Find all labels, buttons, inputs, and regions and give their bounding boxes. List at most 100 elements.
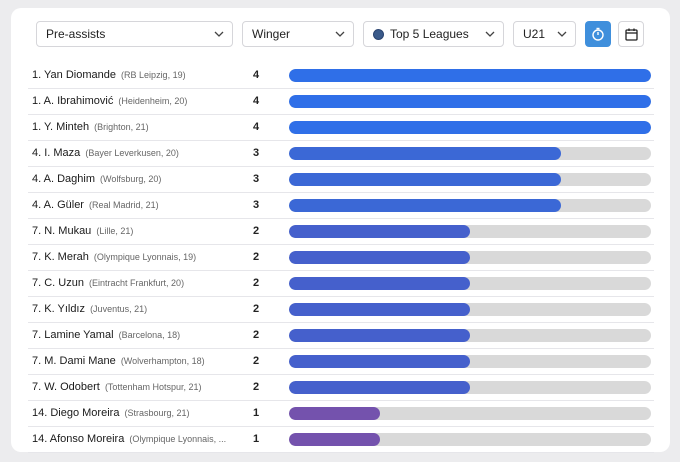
- player-name: 1. Y. Minteh (Brighton, 21): [32, 115, 232, 140]
- ranking-row[interactable]: 7. M. Dami Mane (Wolverhampton, 18) 2: [28, 349, 654, 375]
- player-name-text: 7. M. Dami Mane: [32, 355, 116, 367]
- player-name: 1. A. Ibrahimović (Heidenheim, 20): [32, 89, 232, 114]
- stat-value: 4: [252, 69, 260, 81]
- player-name: 7. C. Uzun (Eintracht Frankfurt, 20): [32, 271, 232, 296]
- stat-value: 2: [252, 355, 260, 367]
- bar-track: [289, 355, 651, 368]
- ranking-row[interactable]: 7. Lamine Yamal (Barcelona, 18) 2: [28, 323, 654, 349]
- bar-track: [289, 381, 651, 394]
- bar-fill: [289, 355, 470, 368]
- ranking-row[interactable]: 7. K. Yıldız (Juventus, 21) 2: [28, 297, 654, 323]
- player-name-text: 14. Diego Moreira: [32, 407, 120, 419]
- ranking-row[interactable]: 4. A. Daghim (Wolfsburg, 20) 3: [28, 167, 654, 193]
- ranking-row[interactable]: 1. A. Ibrahimović (Heidenheim, 20) 4: [28, 89, 654, 115]
- bar-fill: [289, 147, 561, 160]
- bar-track: [289, 199, 651, 212]
- chevron-down-icon: [335, 31, 345, 37]
- ranking-list: 1. Yan Diomande (RB Leipzig, 19) 4 1. A. I…: [28, 63, 654, 453]
- stat-value: 1: [252, 433, 260, 445]
- player-name-text: 7. Lamine Yamal: [32, 329, 114, 341]
- player-name-text: 14. Afonso Moreira: [32, 433, 125, 445]
- bar-fill: [289, 251, 470, 264]
- ranking-row[interactable]: 1. Y. Minteh (Brighton, 21) 4: [28, 115, 654, 141]
- stat-value: 3: [252, 173, 260, 185]
- ranking-row[interactable]: 7. C. Uzun (Eintracht Frankfurt, 20) 2: [28, 271, 654, 297]
- stat-value: 3: [252, 199, 260, 211]
- player-name: 7. K. Merah (Olympique Lyonnais, 19): [32, 245, 232, 270]
- player-club: (Wolfsburg, 20): [100, 174, 162, 184]
- player-name-text: 4. A. Güler: [32, 199, 84, 211]
- stat-value: 2: [252, 303, 260, 315]
- stat-value: 2: [252, 381, 260, 393]
- bar-fill: [289, 433, 380, 446]
- player-name: 1. Yan Diomande (RB Leipzig, 19): [32, 63, 232, 88]
- stat-value: 2: [252, 277, 260, 289]
- player-name-text: 1. A. Ibrahimović: [32, 95, 114, 107]
- player-name: 14. Diego Moreira (Strasbourg, 21): [32, 401, 232, 426]
- bar-track: [289, 303, 651, 316]
- stat-value: 2: [252, 329, 260, 341]
- player-club: (Brighton, 21): [94, 122, 149, 132]
- stopwatch-icon: [592, 27, 604, 41]
- bar-track: [289, 69, 651, 82]
- age-select[interactable]: U21: [513, 21, 576, 47]
- globe-icon: [373, 29, 384, 40]
- player-club: (Olympique Lyonnais, ...: [129, 434, 227, 444]
- ranking-card: Pre-assists Winger Top 5 Leagues U21: [11, 8, 670, 453]
- player-club: (Juventus, 21): [90, 304, 148, 314]
- player-club: (RB Leipzig, 19): [121, 70, 186, 80]
- bar-fill: [289, 381, 470, 394]
- stat-value: 4: [252, 121, 260, 133]
- calendar-button[interactable]: [618, 21, 644, 47]
- calendar-icon: [624, 28, 638, 41]
- player-name-text: 7. N. Mukau: [32, 225, 92, 237]
- chevron-down-icon: [214, 31, 224, 37]
- bar-fill: [289, 407, 380, 420]
- player-name: 7. M. Dami Mane (Wolverhampton, 18): [32, 349, 232, 374]
- competition-select[interactable]: Top 5 Leagues: [363, 21, 504, 47]
- ranking-row[interactable]: 1. Yan Diomande (RB Leipzig, 19) 4: [28, 63, 654, 89]
- bar-fill: [289, 225, 470, 238]
- bar-track: [289, 329, 651, 342]
- player-name-text: 4. I. Maza: [32, 147, 81, 159]
- player-name: 4. A. Daghim (Wolfsburg, 20): [32, 167, 232, 192]
- bar-track: [289, 147, 651, 160]
- player-club: (Lille, 21): [96, 226, 134, 236]
- chevron-down-icon: [485, 31, 495, 37]
- player-name: 7. W. Odobert (Tottenham Hotspur, 21): [32, 375, 232, 400]
- player-name: 4. A. Güler (Real Madrid, 21): [32, 193, 232, 218]
- position-select-value: Winger: [252, 27, 291, 41]
- stat-select[interactable]: Pre-assists: [36, 21, 233, 47]
- stat-value: 1: [252, 407, 260, 419]
- player-club: (Wolverhampton, 18): [120, 356, 205, 366]
- player-name: 14. Afonso Moreira (Olympique Lyonnais, …: [32, 427, 232, 452]
- bar-track: [289, 433, 651, 446]
- ranking-row[interactable]: 7. K. Merah (Olympique Lyonnais, 19) 2: [28, 245, 654, 271]
- player-club: (Strasbourg, 21): [124, 408, 190, 418]
- player-club: (Heidenheim, 20): [118, 96, 188, 106]
- player-club: (Real Madrid, 21): [89, 200, 159, 210]
- bar-track: [289, 251, 651, 264]
- ranking-row[interactable]: 4. A. Güler (Real Madrid, 21) 3: [28, 193, 654, 219]
- ranking-row[interactable]: 14. Afonso Moreira (Olympique Lyonnais, …: [28, 427, 654, 453]
- ranking-row[interactable]: 14. Diego Moreira (Strasbourg, 21) 1: [28, 401, 654, 427]
- bar-track: [289, 407, 651, 420]
- bar-fill: [289, 95, 651, 108]
- stopwatch-button[interactable]: [585, 21, 611, 47]
- player-name: 7. K. Yıldız (Juventus, 21): [32, 297, 232, 322]
- player-name-text: 7. C. Uzun: [32, 277, 84, 289]
- player-name-text: 1. Yan Diomande: [32, 69, 116, 81]
- chevron-down-icon: [557, 31, 567, 37]
- bar-track: [289, 95, 651, 108]
- player-name: 7. N. Mukau (Lille, 21): [32, 219, 232, 244]
- player-club: (Olympique Lyonnais, 19): [93, 252, 197, 262]
- bar-track: [289, 225, 651, 238]
- player-name-text: 7. K. Merah: [32, 251, 89, 263]
- player-name-text: 4. A. Daghim: [32, 173, 95, 185]
- ranking-row[interactable]: 7. W. Odobert (Tottenham Hotspur, 21) 2: [28, 375, 654, 401]
- bar-fill: [289, 69, 651, 82]
- ranking-row[interactable]: 4. I. Maza (Bayer Leverkusen, 20) 3: [28, 141, 654, 167]
- ranking-row[interactable]: 7. N. Mukau (Lille, 21) 2: [28, 219, 654, 245]
- player-club: (Tottenham Hotspur, 21): [104, 382, 202, 392]
- position-select[interactable]: Winger: [242, 21, 354, 47]
